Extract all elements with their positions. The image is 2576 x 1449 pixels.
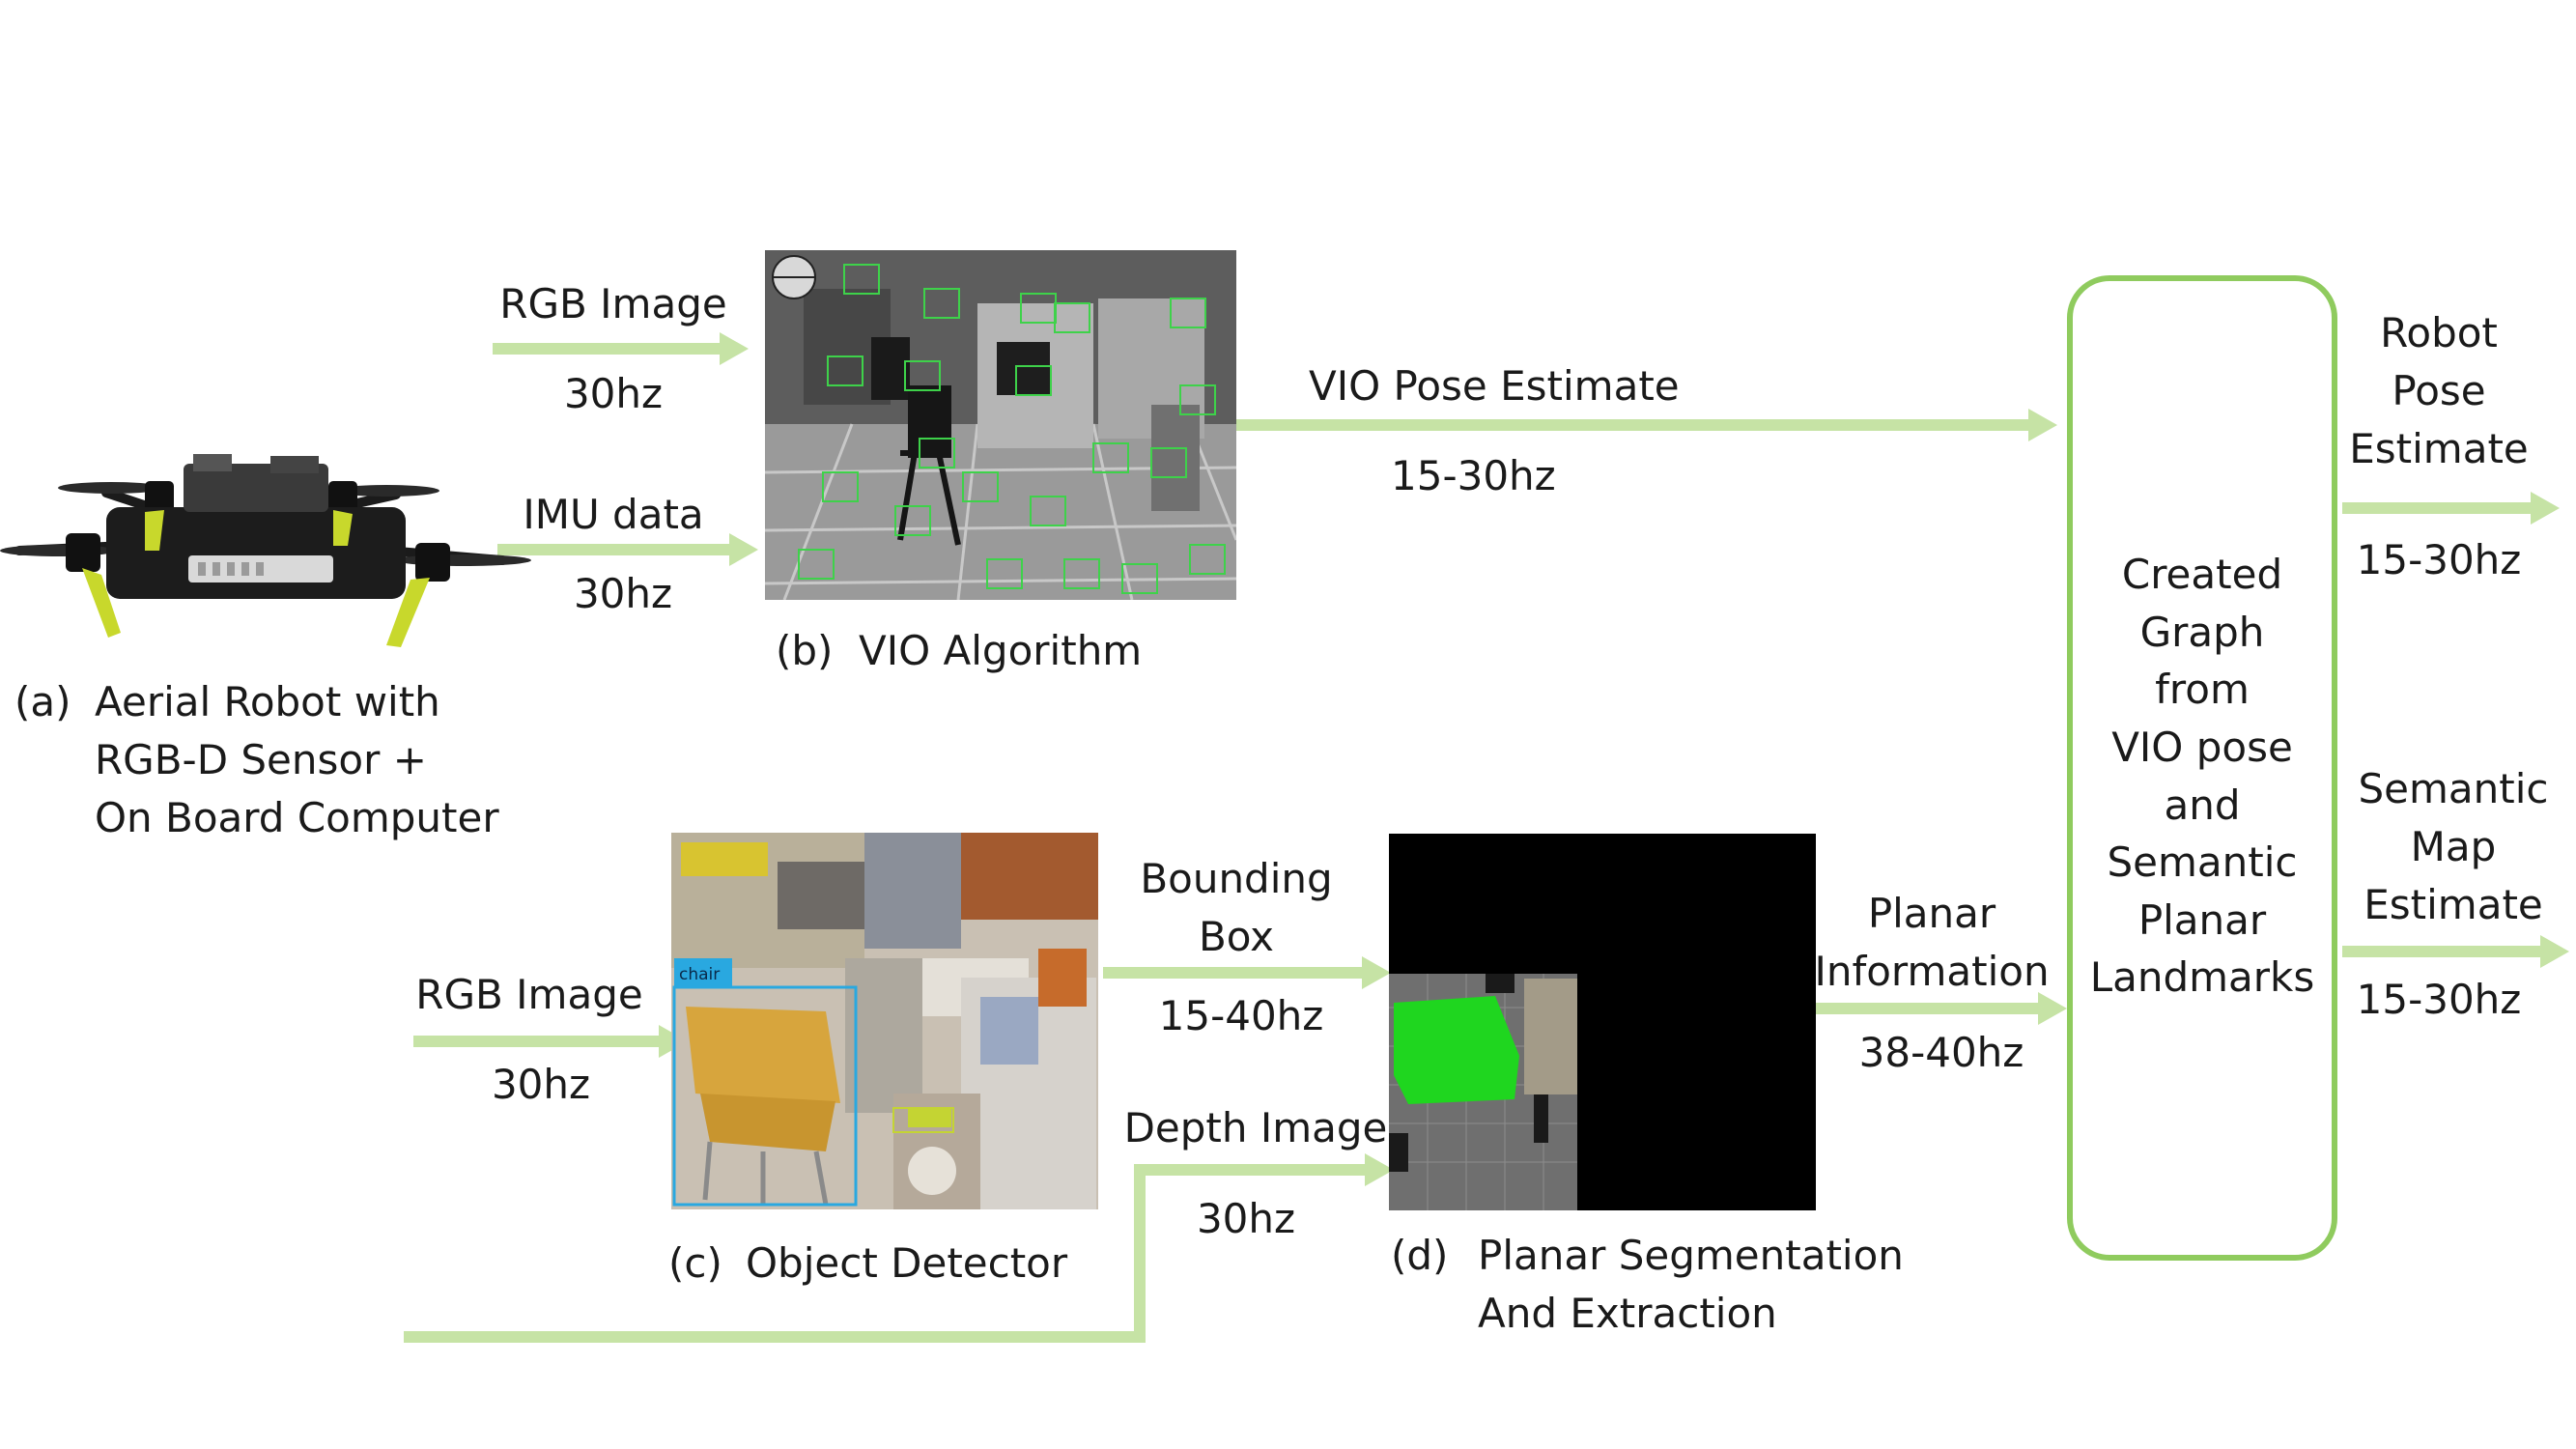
graph-text-line-4: VIO pose (2111, 723, 2293, 771)
arrow-imu-to-vio-head (729, 533, 758, 566)
graph-text-line-8: Landmarks (2089, 953, 2315, 1002)
segmentation-caption-line-1: Planar Segmentation (1478, 1232, 1904, 1279)
vio-imu-input-label: IMU data (523, 491, 704, 538)
robot-caption-line-1: Aerial Robot with (95, 678, 440, 725)
arrow-imu-to-vio (497, 544, 734, 555)
planar-info-rate: 38-40hz (1858, 1029, 2024, 1076)
semantic-map-label-line-3: Estimate (2364, 881, 2543, 928)
graph-text-line-2: Graph (2139, 608, 2265, 656)
vio-tag: (b) (776, 627, 834, 674)
arrow-depth-top (1134, 1164, 1375, 1176)
graph-text-line-6: Semantic (2107, 838, 2298, 887)
arrow-rgb-to-detector (413, 1036, 665, 1047)
bbox-label-line-1: Bounding (1140, 855, 1333, 902)
arrow-depth-vertical (1134, 1164, 1146, 1343)
arrow-vio-to-graph (1236, 419, 2038, 431)
robot-caption-line-3: On Board Computer (95, 794, 499, 841)
segmentation-caption-line-2: And Extraction (1478, 1290, 1777, 1337)
vio-caption: VIO Algorithm (859, 627, 1143, 674)
vio-rgb-input-label: RGB Image (499, 280, 727, 327)
arrow-depth-head (1365, 1153, 1394, 1186)
semantic-map-label-line-1: Semantic (2358, 765, 2549, 812)
arrow-graph-to-map-head (2540, 935, 2569, 968)
arrow-graph-to-pose (2342, 502, 2535, 514)
detector-caption: Object Detector (746, 1239, 1068, 1287)
graph-text-line-3: from (2155, 666, 2250, 714)
segmentation-tag: (d) (1391, 1232, 1449, 1279)
robot-pose-rate: 15-30hz (2356, 536, 2522, 583)
graph-text-line-1: Created (2121, 551, 2283, 598)
arrow-planar-to-graph (1816, 1003, 2048, 1014)
semantic-map-rate: 15-30hz (2356, 976, 2522, 1023)
planar-info-label-line-2: Information (1814, 948, 2050, 995)
arrow-rgb-to-vio (493, 343, 724, 355)
depth-image-rate: 30hz (1196, 1195, 1296, 1242)
depth-image-label: Depth Image (1123, 1104, 1388, 1151)
robot-pose-label-line-1: Robot (2380, 309, 2498, 356)
arrow-graph-to-map (2342, 946, 2545, 957)
planar-segmentation-image (1389, 834, 1816, 1210)
robot-tag: (a) (14, 678, 71, 725)
vio-output-label: VIO Pose Estimate (1309, 362, 1680, 410)
arrow-rgb-to-vio-head (720, 332, 749, 365)
vio-camera-image (765, 250, 1236, 600)
detector-tag: (c) (668, 1239, 722, 1287)
vio-output-rate: 15-30hz (1391, 452, 1556, 499)
graph-text-line-5: and (2164, 781, 2241, 829)
robot-pose-label-line-2: Pose (2392, 367, 2486, 414)
semantic-graph-box (2067, 275, 2337, 1261)
detector-rgb-input-rate: 30hz (491, 1061, 591, 1108)
arrow-graph-to-pose-head (2531, 492, 2560, 525)
bbox-label-line-2: Box (1198, 913, 1275, 960)
robot-caption-line-2: RGB-D Sensor + (95, 736, 427, 783)
arrow-bbox-to-segmentation-head (1362, 956, 1391, 989)
detector-rgb-input-label: RGB Image (415, 971, 643, 1018)
planar-info-label-line-1: Planar (1867, 890, 1996, 937)
vio-rgb-input-rate: 30hz (563, 370, 664, 417)
object-detector-image: chair (671, 833, 1098, 1209)
arrow-depth-bottom (404, 1331, 1146, 1343)
semantic-map-label-line-2: Map (2410, 823, 2497, 870)
arrow-vio-to-graph-head (2028, 409, 2057, 441)
bbox-rate: 15-40hz (1158, 992, 1324, 1039)
arrow-bbox-to-segmentation (1103, 967, 1369, 979)
aerial-robot-image (0, 454, 531, 647)
graph-text-line-7: Planar (2137, 895, 2267, 944)
detection-class-label: chair (679, 965, 720, 984)
robot-pose-label-line-3: Estimate (2349, 425, 2529, 472)
vio-imu-input-rate: 30hz (573, 570, 673, 617)
semantic-graph-text: Created Graph from VIO pose and Semantic… (2067, 546, 2337, 1007)
arrow-planar-to-graph-head (2038, 992, 2067, 1025)
